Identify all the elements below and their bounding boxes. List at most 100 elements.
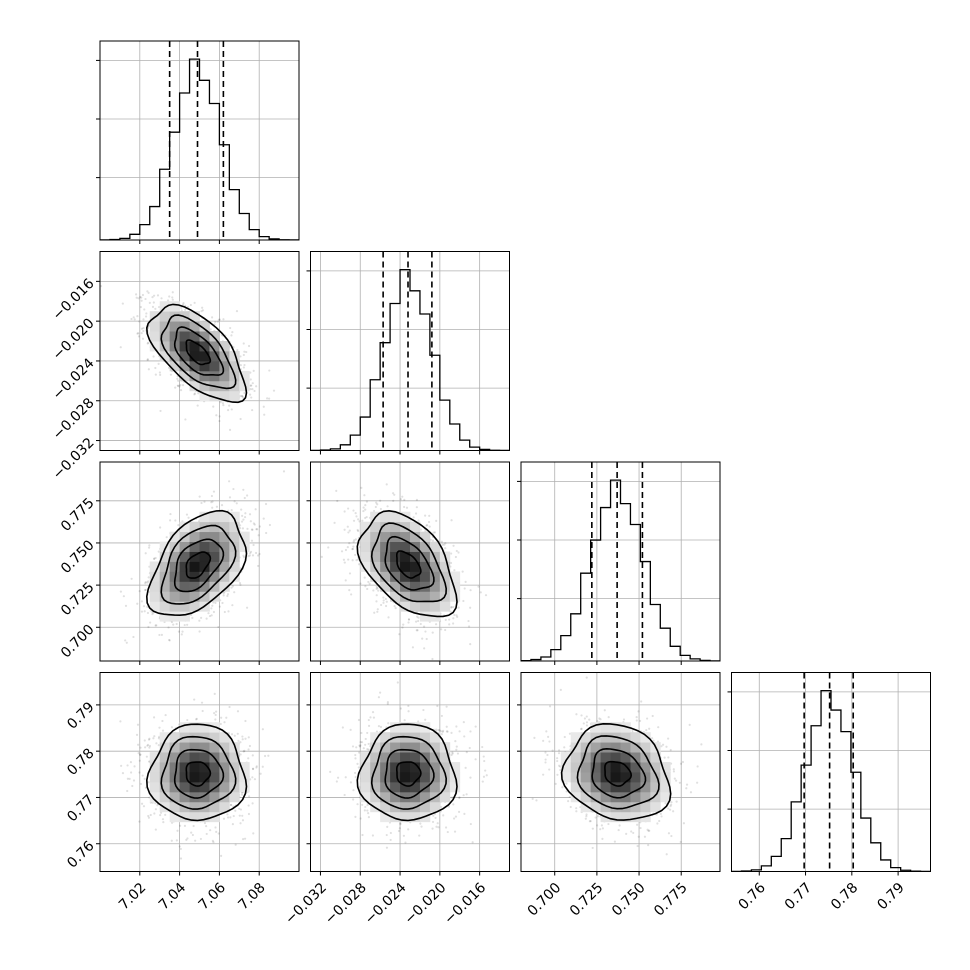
density-cell [239, 380, 250, 392]
sample-point [463, 587, 466, 590]
density-cell [370, 551, 381, 562]
sample-point [347, 531, 350, 534]
sample-point [352, 519, 356, 522]
sample-point [421, 637, 424, 640]
sample-point [455, 549, 458, 553]
sample-point [160, 633, 163, 636]
density-cell [159, 541, 171, 552]
density-cell [179, 571, 190, 582]
sample-point [424, 514, 427, 517]
contour-line [384, 535, 435, 591]
axis-frame [99, 251, 300, 451]
sample-point [228, 496, 232, 499]
sample-point [136, 315, 139, 318]
sample-point [159, 373, 162, 376]
sample-point [249, 393, 252, 396]
sample-point [211, 500, 214, 503]
density-cell [179, 601, 190, 612]
sample-point [226, 594, 229, 598]
sample-point [222, 404, 225, 407]
sample-point [152, 737, 155, 740]
density-cell [169, 331, 180, 342]
y-tick-label: 0.775 [58, 495, 98, 535]
sample-point [251, 382, 254, 385]
density-cell [179, 351, 190, 362]
sample-point [450, 519, 453, 522]
sample-point [376, 610, 379, 613]
sample-point [263, 413, 266, 416]
density-cell [219, 390, 230, 402]
sample-point [457, 606, 460, 609]
sample-point [444, 542, 447, 545]
sample-point [461, 570, 464, 573]
sample-point [376, 586, 379, 590]
sample-point [428, 525, 431, 528]
sample-point [327, 546, 330, 549]
density-cell [209, 581, 220, 592]
sample-point [226, 593, 230, 596]
sample-point [198, 495, 201, 498]
y-tick-label: −0.028 [50, 395, 98, 443]
sample-point [354, 512, 357, 515]
sample-point [216, 320, 219, 323]
panel-1-0: −0.032−0.028−0.024−0.020−0.016 [50, 251, 300, 483]
density-cell [219, 360, 230, 372]
sample-point [431, 539, 435, 542]
sample-point [348, 542, 351, 545]
sample-point [140, 610, 144, 613]
sample-point [242, 366, 245, 369]
sample-point [363, 576, 366, 579]
sample-point [160, 297, 163, 300]
sample-point [200, 616, 203, 619]
sample-point [401, 495, 404, 498]
sample-point [214, 601, 217, 604]
density-cell [419, 601, 431, 612]
panel-2-1 [306, 461, 510, 665]
sample-point [239, 822, 242, 825]
density-cell [209, 511, 220, 523]
density-cell [189, 331, 200, 342]
sample-point [428, 514, 431, 517]
sample-point [387, 616, 390, 619]
density-cell [380, 581, 391, 592]
sample-point [358, 563, 361, 566]
density-cell [159, 331, 171, 342]
y-tick-label: −0.016 [50, 276, 98, 324]
density-cell [199, 531, 210, 542]
sample-point [262, 405, 265, 408]
sample-point [379, 603, 383, 607]
density-cell [400, 591, 411, 602]
sample-point [201, 306, 204, 309]
density-cell [159, 351, 171, 362]
sample-point [151, 305, 155, 308]
sample-point [256, 528, 259, 531]
histogram-step [100, 58, 299, 240]
density-cell [199, 390, 210, 402]
sample-point [344, 579, 347, 582]
sample-point [147, 332, 150, 335]
sample-point [354, 553, 357, 557]
sample-point [119, 346, 122, 349]
contour-line [173, 326, 225, 376]
density-cell [209, 591, 220, 602]
sample-point [435, 519, 438, 523]
sample-point [426, 524, 429, 527]
sample-point [154, 373, 157, 376]
sample-point [425, 524, 428, 527]
density-cell [169, 321, 180, 332]
density-cell [229, 531, 240, 542]
sample-point [384, 604, 388, 608]
density-cell [199, 561, 210, 572]
sample-point [264, 502, 268, 506]
sample-point [377, 589, 380, 592]
sample-point [423, 647, 426, 650]
sample-point [165, 536, 168, 539]
density-cell [360, 531, 371, 542]
density-cell [159, 611, 171, 622]
density-cell [219, 341, 230, 352]
sample-point [167, 626, 170, 629]
density-cell [229, 561, 240, 572]
sample-point [464, 580, 467, 583]
sample-point [252, 543, 255, 547]
